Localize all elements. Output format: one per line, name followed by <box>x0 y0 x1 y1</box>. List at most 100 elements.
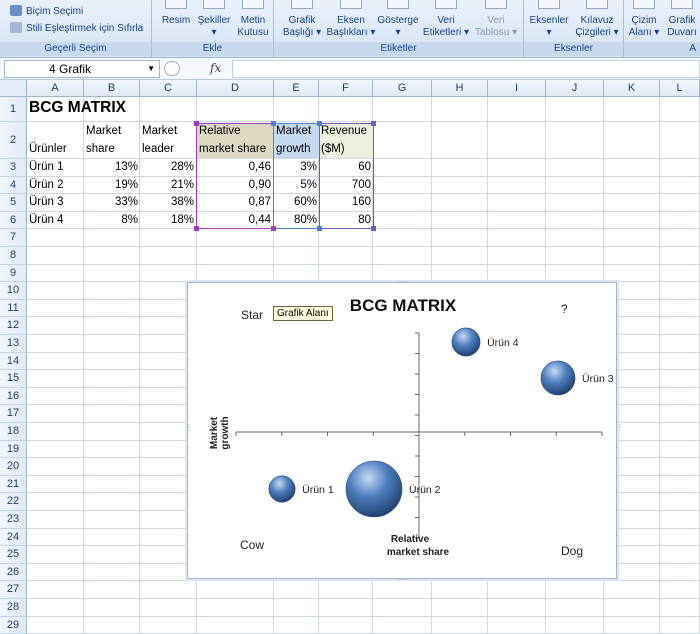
gridlines-button[interactable]: Kılavuz Çizgileri ▾ <box>572 0 622 39</box>
range-handle[interactable] <box>194 226 199 231</box>
row-header-22[interactable]: 22 <box>0 493 27 511</box>
cell-rms[interactable]: 0,44 <box>248 214 271 226</box>
row-header-1[interactable]: 1 <box>0 97 27 122</box>
cell-market-leader[interactable]: 18% <box>170 214 194 226</box>
insert-function-icon[interactable]: fx <box>210 61 222 75</box>
header-growth-line1[interactable]: Market <box>276 125 312 137</box>
row-header-27[interactable]: 27 <box>0 581 27 599</box>
row-header-19[interactable]: 19 <box>0 440 27 459</box>
header-market-leader-line2[interactable]: leader <box>142 143 174 155</box>
row-header-26[interactable]: 26 <box>0 563 27 582</box>
cell-revenue[interactable]: 700 <box>351 179 371 191</box>
reset-to-match-style-link[interactable]: Stili Eşleştirmek için Sıfırla <box>10 22 143 34</box>
cell-growth[interactable]: 80% <box>293 214 317 226</box>
formula-input[interactable] <box>232 60 700 78</box>
chart-resize-handle-left[interactable]: ⋮ <box>185 423 193 432</box>
column-header-k[interactable]: K <box>604 80 660 97</box>
data-labels-button[interactable]: Veri Etiketleri ▾ <box>420 0 472 39</box>
header-revenue-line2[interactable]: ($M) <box>321 143 345 155</box>
column-header-j[interactable]: J <box>546 80 604 97</box>
cell-rms[interactable]: 0,46 <box>248 161 271 173</box>
worksheet[interactable]: BCG MATRIX Market share Market leader Re… <box>0 80 700 634</box>
shapes-button[interactable]: Şekiller ▾ <box>194 0 234 39</box>
chart-resize-handle-right[interactable]: ⋮ <box>616 423 624 432</box>
cell-revenue[interactable]: 160 <box>351 196 371 208</box>
format-selection-link[interactable]: Biçim Seçimi <box>10 5 83 17</box>
plot-area-button[interactable]: Çizim Alanı ▾ <box>626 0 662 39</box>
row-header-9[interactable]: 9 <box>0 264 27 283</box>
column-header-b[interactable]: B <box>84 80 140 97</box>
row-header-12[interactable]: 12 <box>0 317 27 335</box>
header-market-share-line2[interactable]: share <box>86 143 115 155</box>
row-header-23[interactable]: 23 <box>0 511 27 529</box>
row-header-20[interactable]: 20 <box>0 458 27 476</box>
header-growth-line2[interactable]: growth <box>276 143 311 155</box>
cell-market-share[interactable]: 8% <box>121 214 138 226</box>
column-header-e[interactable]: E <box>274 80 319 97</box>
cell-growth[interactable]: 5% <box>300 179 317 191</box>
chart-title-button[interactable]: Grafik Başlığı ▾ <box>278 0 326 39</box>
row-header-18[interactable]: 18 <box>0 423 27 441</box>
header-market-leader-line1[interactable]: Market <box>142 125 178 137</box>
name-box-dropdown-icon[interactable]: ▼ <box>147 64 155 73</box>
range-handle[interactable] <box>371 121 376 126</box>
data-table-button[interactable]: Veri Tablosu ▾ <box>472 0 520 39</box>
row-header-6[interactable]: 6 <box>0 211 27 230</box>
sheet-title[interactable]: BCG MATRIX <box>29 99 127 116</box>
bcg-chart[interactable]: ···· ···· ⋮ ⋮ BCG MATRIX Star? Cow Dog Relat… <box>185 278 624 584</box>
cell-rms[interactable]: 0,87 <box>248 196 271 208</box>
cell-product-name[interactable]: Ürün 3 <box>29 196 64 208</box>
column-header-g[interactable]: G <box>373 80 432 97</box>
cell-market-leader[interactable]: 28% <box>170 161 194 173</box>
row-header-11[interactable]: 11 <box>0 299 27 318</box>
column-header-a[interactable]: A <box>27 80 84 97</box>
header-rms-line2[interactable]: market share <box>199 143 267 155</box>
row-header-15[interactable]: 15 <box>0 370 27 388</box>
chart-resize-handle-bottom[interactable]: ···· <box>397 575 408 584</box>
column-header-d[interactable]: D <box>197 80 274 97</box>
chart-wall-button[interactable]: Grafik Duvarı <box>664 0 700 39</box>
row-header-25[interactable]: 25 <box>0 546 27 564</box>
range-handle[interactable] <box>317 226 322 231</box>
select-all-corner[interactable] <box>0 80 27 97</box>
row-header-8[interactable]: 8 <box>0 247 27 265</box>
header-market-share-line1[interactable]: Market <box>86 125 122 137</box>
cell-revenue[interactable]: 60 <box>358 161 371 173</box>
row-header-13[interactable]: 13 <box>0 335 27 353</box>
cell-revenue[interactable]: 80 <box>358 214 371 226</box>
cell-market-share[interactable]: 13% <box>114 161 138 173</box>
row-header-24[interactable]: 24 <box>0 528 27 547</box>
row-header-3[interactable]: 3 <box>0 159 27 177</box>
cell-market-share[interactable]: 19% <box>114 179 138 191</box>
range-handle[interactable] <box>194 121 199 126</box>
row-header-21[interactable]: 21 <box>0 475 27 494</box>
row-header-14[interactable]: 14 <box>0 352 27 371</box>
row-header-28[interactable]: 28 <box>0 599 27 617</box>
row-header-29[interactable]: 29 <box>0 616 27 634</box>
row-header-17[interactable]: 17 <box>0 405 27 423</box>
legend-button[interactable]: Gösterge ▾ <box>376 0 420 39</box>
picture-button[interactable]: Resim <box>158 0 194 27</box>
header-revenue-line1[interactable]: Revenue <box>321 125 368 137</box>
header-products[interactable]: Ürünler <box>29 143 67 155</box>
cell-market-share[interactable]: 33% <box>114 196 138 208</box>
column-header-l[interactable]: L <box>660 80 700 97</box>
column-header-i[interactable]: I <box>488 80 546 97</box>
cell-growth[interactable]: 3% <box>300 161 317 173</box>
row-header-4[interactable]: 4 <box>0 176 27 195</box>
cell-market-leader[interactable]: 21% <box>170 179 194 191</box>
cell-rms[interactable]: 0,90 <box>248 179 271 191</box>
column-header-f[interactable]: F <box>319 80 373 97</box>
cell-growth[interactable]: 60% <box>293 196 317 208</box>
chart-resize-handle-top[interactable]: ···· <box>397 277 408 286</box>
range-handle[interactable] <box>317 121 322 126</box>
row-header-5[interactable]: 5 <box>0 194 27 212</box>
row-header-16[interactable]: 16 <box>0 387 27 406</box>
text-box-button[interactable]: Metin Kutusu <box>234 0 272 39</box>
header-rms-line1[interactable]: Relative <box>199 125 241 137</box>
column-header-c[interactable]: C <box>140 80 197 97</box>
range-handle[interactable] <box>271 121 276 126</box>
cell-product-name[interactable]: Ürün 2 <box>29 179 64 191</box>
axes-button[interactable]: Eksenler ▾ <box>526 0 572 39</box>
range-handle[interactable] <box>271 226 276 231</box>
